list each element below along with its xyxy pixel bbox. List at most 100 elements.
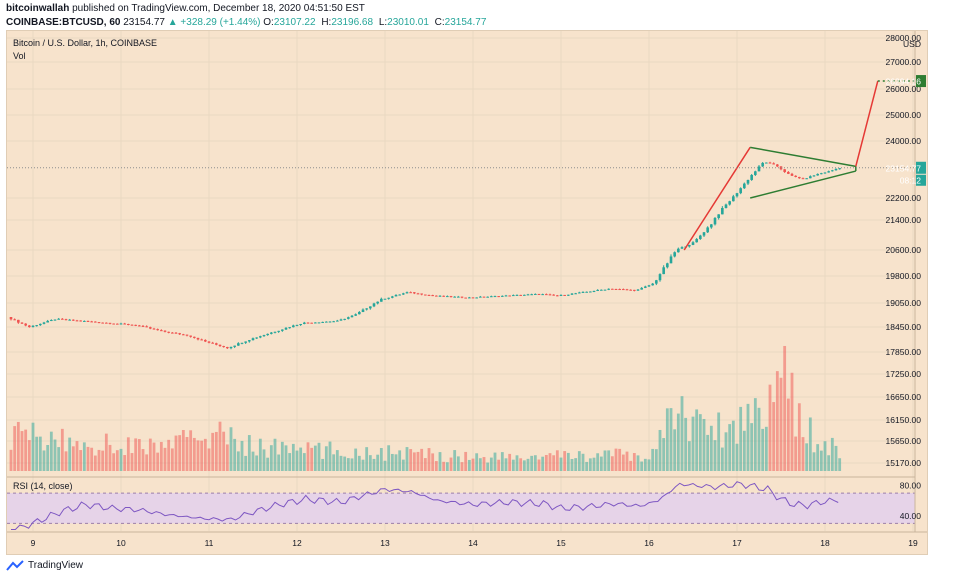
volume-bar bbox=[801, 437, 805, 471]
candle-body bbox=[116, 323, 119, 325]
price-tick-label: 18450.00 bbox=[886, 322, 922, 332]
volume-bar bbox=[236, 451, 240, 471]
volume-bar bbox=[93, 455, 97, 471]
candle-body bbox=[145, 326, 148, 328]
time-tick-label: 13 bbox=[380, 538, 390, 548]
candle-body bbox=[724, 204, 728, 208]
volume-bar bbox=[101, 450, 105, 471]
volume-bar bbox=[97, 449, 101, 471]
volume-bar bbox=[35, 436, 39, 471]
volume-bar bbox=[130, 453, 134, 471]
price-chart[interactable]: RSI (14, close) 28000.0027000.0026000.002… bbox=[7, 31, 927, 554]
volume-bar bbox=[24, 429, 28, 471]
candle-body bbox=[112, 323, 115, 325]
candle-body bbox=[149, 327, 152, 329]
volume-bar bbox=[702, 418, 706, 471]
candle-body bbox=[163, 330, 167, 332]
volume-bar bbox=[170, 448, 174, 471]
candle-body bbox=[369, 306, 372, 309]
candle-body bbox=[732, 196, 735, 202]
candle-body bbox=[306, 322, 310, 324]
countdown-tag bbox=[916, 174, 926, 186]
candle-body bbox=[545, 294, 548, 296]
volume-bar bbox=[346, 458, 350, 471]
volume-bar bbox=[673, 429, 677, 471]
candle-body bbox=[666, 263, 669, 268]
volume-bar bbox=[284, 445, 288, 471]
candle-body bbox=[449, 296, 453, 298]
volume-bar bbox=[119, 448, 123, 471]
volume-bar bbox=[211, 432, 215, 471]
target-price-tag bbox=[916, 75, 926, 88]
volume-bar bbox=[49, 431, 53, 471]
candle-body bbox=[552, 294, 555, 296]
candle-body bbox=[259, 336, 262, 338]
candle-body bbox=[185, 334, 189, 336]
candle-body bbox=[581, 291, 585, 293]
candle-body bbox=[739, 188, 742, 194]
candle-body bbox=[515, 294, 519, 296]
target-price-label: 26294.16 bbox=[886, 77, 922, 87]
candle-body bbox=[435, 295, 438, 297]
symbol-label[interactable]: COINBASE:BTCUSD, 60 bbox=[6, 17, 121, 28]
volume-bar bbox=[669, 408, 673, 471]
price-axis[interactable]: 28000.00 27000.00 26000.00 25000.00 24000.00… bbox=[886, 31, 927, 532]
candle-body bbox=[284, 327, 288, 330]
volume-bar bbox=[222, 431, 226, 471]
candle-body bbox=[24, 323, 27, 326]
volume-bar bbox=[500, 452, 504, 471]
candle-body bbox=[79, 320, 82, 322]
candle-body bbox=[229, 346, 233, 349]
volume-bar bbox=[508, 453, 512, 471]
volume-bar bbox=[453, 450, 457, 471]
volume-bar bbox=[431, 453, 435, 471]
price-tick-label: 21400.00 bbox=[886, 215, 922, 225]
candle-body bbox=[167, 331, 170, 333]
candle-body bbox=[405, 292, 409, 294]
volume-bar bbox=[445, 462, 449, 471]
volume-bar bbox=[805, 443, 809, 471]
candle-body bbox=[361, 309, 365, 312]
candle-body bbox=[765, 162, 768, 164]
author-name[interactable]: bitcoinwallah bbox=[6, 3, 70, 14]
candle-body bbox=[277, 330, 280, 332]
rsi-pane[interactable]: RSI (14, close) bbox=[7, 476, 915, 530]
price-tick-label: 17250.00 bbox=[886, 369, 922, 379]
candle-body bbox=[416, 293, 420, 295]
volume-bar bbox=[519, 458, 523, 471]
candle-body bbox=[182, 334, 185, 336]
time-tick-label: 9 bbox=[31, 538, 36, 548]
chart-pane[interactable]: RSI (14, close) 28000.00 27000.00 26000.00 2… bbox=[6, 30, 928, 555]
volume-bar bbox=[200, 440, 204, 471]
candle-body bbox=[823, 172, 827, 174]
volume-bar bbox=[610, 456, 614, 471]
low-label: L: bbox=[378, 17, 388, 28]
volume-bar bbox=[647, 459, 651, 471]
time-axis[interactable]: 9 10 11 12 13 14 15 16 17 18 19 bbox=[7, 531, 927, 548]
candle-body bbox=[9, 317, 13, 320]
candle-body bbox=[310, 322, 313, 324]
volume-bar bbox=[709, 425, 713, 471]
volume-bar bbox=[299, 447, 303, 471]
candle-body bbox=[28, 325, 31, 328]
volume-bar bbox=[350, 458, 354, 471]
low-value: 23010.01 bbox=[387, 17, 429, 28]
volume-bar bbox=[621, 454, 625, 471]
candle-body bbox=[193, 336, 196, 338]
volume-bar bbox=[398, 450, 402, 471]
rsi-label: RSI (14, close) bbox=[13, 481, 73, 491]
volume-bar bbox=[240, 440, 244, 471]
volume-bar bbox=[643, 458, 647, 471]
rsi-tick-label: 40.00 bbox=[900, 511, 922, 521]
candle-body bbox=[64, 319, 68, 321]
last-price-tag bbox=[916, 161, 926, 174]
candle-body bbox=[317, 322, 321, 324]
price-tick-label: 24000.00 bbox=[886, 136, 922, 146]
pennant-pattern[interactable] bbox=[683, 80, 915, 251]
candle-body bbox=[288, 327, 291, 329]
tradingview-footer: TradingView bbox=[6, 560, 83, 571]
volume-bar bbox=[768, 384, 772, 471]
volume-bar bbox=[629, 460, 633, 471]
volume-bar bbox=[442, 461, 446, 471]
candle-body bbox=[567, 294, 570, 296]
